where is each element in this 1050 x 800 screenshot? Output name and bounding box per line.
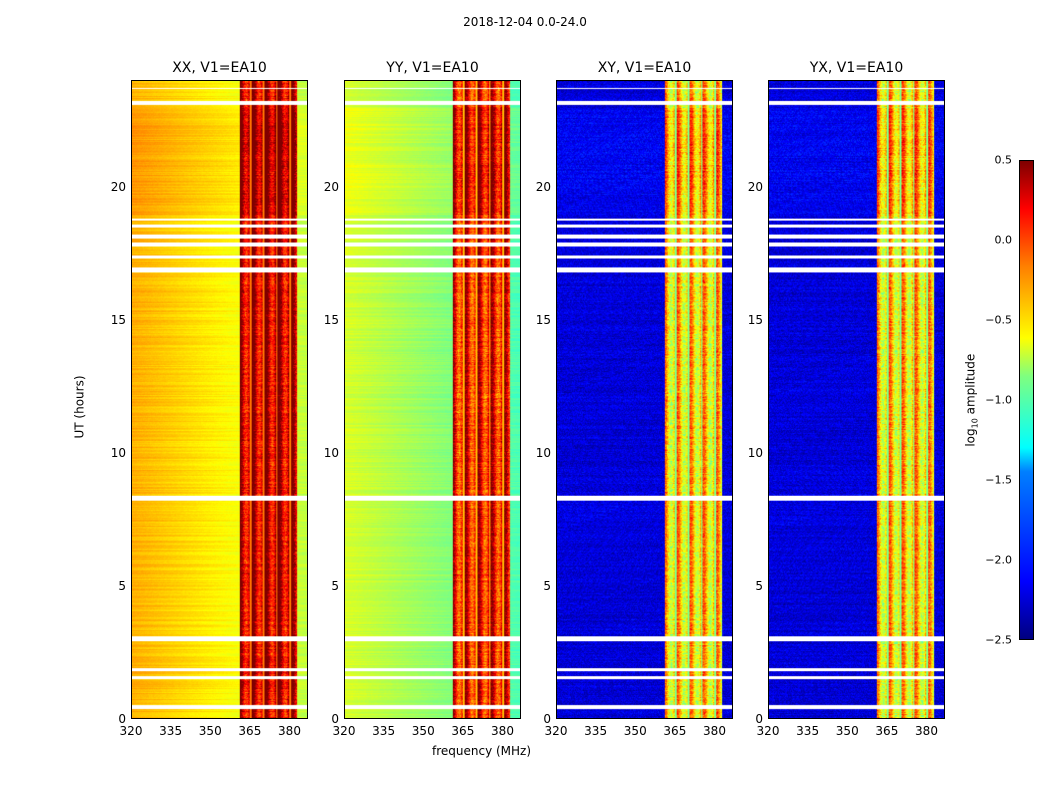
heatmap-panel-1 [344,80,521,719]
panel-title: XX, V1=EA10 [172,60,267,76]
y-axis-label: UT (hours) [72,375,87,439]
y-tick-label: 10 [323,445,339,460]
y-tick-label: 15 [747,312,763,327]
x-tick-label: 320 [544,724,568,738]
y-tick-label: 0 [543,712,551,726]
x-tick-label: 335 [372,724,396,738]
x-tick-label: 380 [278,724,301,738]
colorbar-tick-label: −2.5 [985,633,1012,647]
y-tick-label: 15 [110,312,126,327]
x-tick-label: 350 [623,724,647,738]
colorbar-tick-label: 0.5 [994,153,1013,167]
x-tick-label: 365 [238,724,262,738]
colorbar-tick-label: 0.0 [994,233,1013,247]
colorbar-tick-label: −1.5 [985,473,1012,487]
x-tick-label: 380 [703,724,726,738]
figure-title: 2018-12-04 0.0-24.0 [463,15,587,29]
y-tick-label: 0 [118,712,126,726]
x-tick-label: 365 [451,724,475,738]
x-tick-label: 320 [756,724,780,738]
y-tick-label: 10 [110,445,126,460]
y-tick-label: 20 [535,179,551,194]
x-tick-label: 320 [119,724,143,738]
x-tick-label: 380 [491,724,514,738]
x-tick-label: 320 [332,724,356,738]
heatmap-canvas [132,81,307,718]
heatmap-canvas [345,81,520,718]
panel-title: XY, V1=EA10 [597,60,692,76]
heatmap-panel-3 [768,80,945,719]
colorbar-tick-label: −0.5 [985,313,1012,327]
y-tick-label: 20 [110,179,126,194]
colorbar-tick-label: −2.0 [985,553,1012,567]
heatmap-canvas [557,81,732,718]
y-tick-label: 10 [747,445,763,460]
x-tick-label: 350 [411,724,435,738]
x-tick-label: 365 [663,724,687,738]
heatmap-panel-2 [556,80,733,719]
panel-title: YX, V1=EA10 [809,60,904,76]
y-tick-label: 5 [118,578,126,593]
y-tick-label: 5 [543,578,551,593]
panel-title: YY, V1=EA10 [386,60,479,76]
y-tick-label: 20 [323,179,339,194]
y-tick-label: 5 [331,578,339,593]
y-tick-label: 0 [755,712,763,726]
y-tick-label: 15 [535,312,551,327]
y-tick-label: 15 [323,312,339,327]
x-tick-label: 380 [915,724,938,738]
colorbar-tick-label: −1.0 [985,393,1012,407]
x-tick-label: 365 [875,724,899,738]
y-tick-label: 0 [331,712,339,726]
x-tick-label: 350 [835,724,859,738]
x-tick-label: 350 [198,724,222,738]
x-axis-label: frequency (MHz) [432,744,532,758]
colorbar [1019,160,1034,640]
y-tick-label: 20 [747,179,763,194]
heatmap-canvas [769,81,944,718]
y-tick-label: 10 [535,445,551,460]
y-tick-label: 5 [755,578,763,593]
x-tick-label: 335 [796,724,820,738]
x-tick-label: 335 [159,724,183,738]
heatmap-panel-0 [131,80,308,719]
x-tick-label: 335 [584,724,608,738]
